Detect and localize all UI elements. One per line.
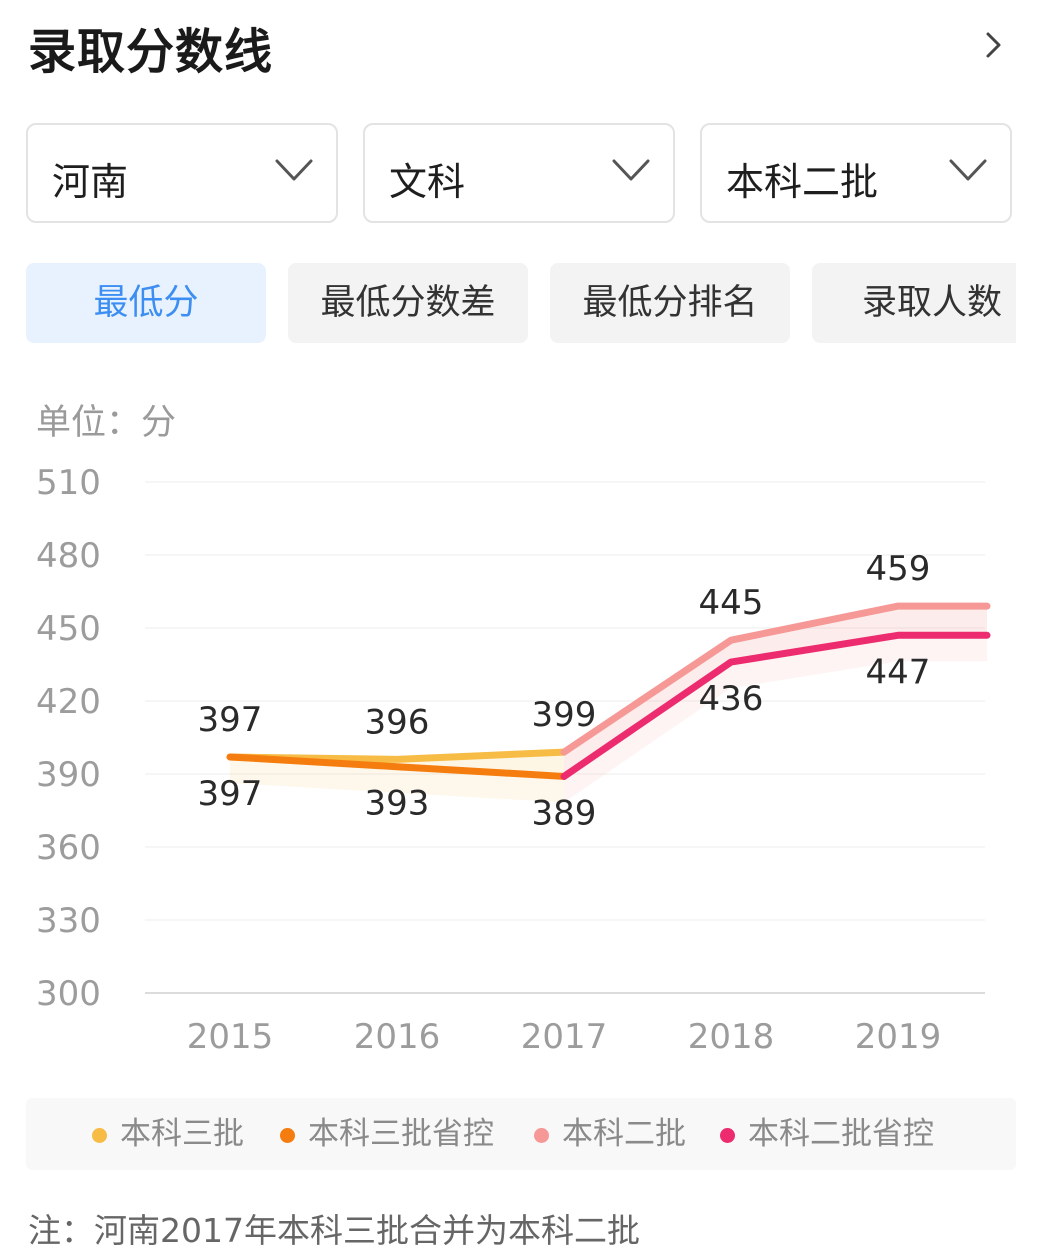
batch-select-value: 本科二批 xyxy=(726,160,879,204)
tab-min-score[interactable]: 最低分 xyxy=(26,263,266,343)
subject-select[interactable]: 文科 xyxy=(363,123,675,223)
data-label: 399 xyxy=(532,695,597,735)
legend-dot xyxy=(280,1128,295,1143)
y-tick-label: 300 xyxy=(36,974,101,1014)
y-tick-label: 420 xyxy=(36,682,101,722)
batch-select[interactable]: 本科二批 xyxy=(700,123,1012,223)
x-tick-label: 2016 xyxy=(354,1017,441,1057)
data-label: 393 xyxy=(365,784,430,824)
data-label: 459 xyxy=(866,549,931,589)
data-label: 397 xyxy=(198,700,263,740)
series-line-2 xyxy=(226,753,568,780)
data-label: 397 xyxy=(198,774,263,814)
unit-label: 单位：分 xyxy=(36,403,177,443)
province-select-value: 河南 xyxy=(52,160,129,204)
chevron-down-icon xyxy=(949,159,987,181)
legend-label: 本科二批省控 xyxy=(748,1116,934,1152)
chevron-down-icon xyxy=(612,159,650,181)
y-tick-label: 330 xyxy=(36,901,101,941)
band-area-upper-batch xyxy=(564,606,987,777)
data-label: 436 xyxy=(699,679,764,719)
legend-dot xyxy=(534,1128,549,1143)
score-line-chart: 510 480 450 420 390 360 330 300 2015 2016 2017 2018… xyxy=(36,463,991,1057)
page-title: 录取分数线 xyxy=(28,24,274,80)
tab-min-score-rank[interactable]: 最低分排名 xyxy=(550,263,790,343)
x-tick-label: 2019 xyxy=(855,1017,942,1057)
x-tick-label: 2017 xyxy=(521,1017,608,1057)
series-line-3 xyxy=(560,602,991,756)
x-tick-label: 2018 xyxy=(688,1017,775,1057)
province-select[interactable]: 河南 xyxy=(26,123,338,223)
data-label: 447 xyxy=(866,652,931,692)
chart-legend: 本科三批 本科三批省控 本科二批 本科二批省控 xyxy=(26,1098,1016,1170)
y-tick-label: 450 xyxy=(36,609,101,649)
chevron-down-icon xyxy=(275,159,313,181)
data-label: 445 xyxy=(699,583,764,623)
data-label: 396 xyxy=(365,702,430,742)
y-tick-label: 480 xyxy=(36,536,101,576)
y-tick-label: 390 xyxy=(36,755,101,795)
header: 录取分数线 xyxy=(28,8,1018,80)
series-line-4 xyxy=(560,631,991,780)
chevron-right-icon[interactable] xyxy=(978,30,1008,60)
tab-min-score-diff[interactable]: 最低分数差 xyxy=(288,263,528,343)
tab-admission-count[interactable]: 录取人数 xyxy=(812,263,1016,343)
filter-bar: 河南 文科 本科二批 xyxy=(26,123,1016,225)
legend-dot xyxy=(92,1128,107,1143)
legend-label: 本科三批省控 xyxy=(308,1116,494,1152)
glow-area xyxy=(230,756,564,803)
x-tick-label: 2015 xyxy=(187,1017,274,1057)
metric-tabs: 最低分 最低分数差 最低分排名 录取人数 xyxy=(26,263,1016,343)
footnote: 注：河南2017年本科三批合并为本科二批 xyxy=(28,1211,640,1250)
y-tick-label: 360 xyxy=(36,828,101,868)
legend-dot xyxy=(720,1128,735,1143)
data-label: 389 xyxy=(532,793,597,833)
legend-label: 本科三批 xyxy=(120,1116,244,1152)
legend-label: 本科二批 xyxy=(562,1116,686,1152)
subject-select-value: 文科 xyxy=(389,160,466,204)
y-tick-label: 510 xyxy=(36,463,101,503)
